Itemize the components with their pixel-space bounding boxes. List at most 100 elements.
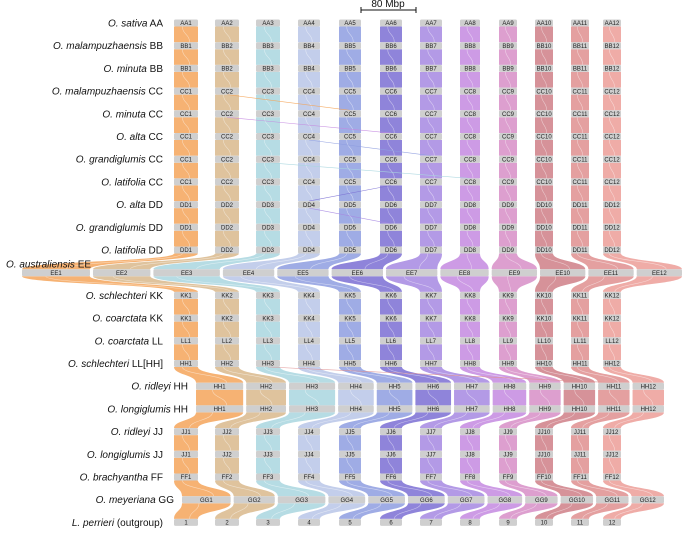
ribbon-texture-line: [577, 185, 583, 202]
chromosome-bar: [215, 155, 239, 163]
chromosome-bar: [535, 246, 553, 254]
chromosome-bar: [535, 518, 553, 526]
ribbon-texture-line: [546, 276, 557, 292]
ribbon-texture-line: [427, 389, 439, 406]
synteny-ribbon: [256, 503, 326, 519]
chromosome-bar: [298, 223, 320, 231]
scale-bar: 80 Mbp: [360, 0, 417, 13]
chromosome-bar: [174, 110, 198, 118]
chromosome-label: LL5: [345, 339, 356, 345]
ribbon-texture-line: [182, 185, 190, 202]
synteny-ribbon: [491, 276, 538, 292]
chromosome-label: HH7: [466, 384, 479, 390]
chromosome-label: FF8: [465, 475, 476, 481]
chromosome-label: CC5: [344, 180, 357, 186]
genome-type: DD: [146, 246, 163, 257]
ribbon-texture-line: [388, 389, 401, 406]
synteny-ribbon: [222, 253, 320, 270]
chromosome-label: 4: [307, 521, 311, 527]
chromosome-label: DD4: [303, 226, 316, 232]
chromosome-bar: [380, 87, 402, 95]
genome-track: O. coarctata LL LL1 LL2 LL3 LL4 LL5 LL6 LL7 LL8 L…: [95, 336, 621, 347]
ribbon-texture-line: [346, 230, 354, 247]
synteny-ribbon: [256, 480, 326, 497]
chromosome-label: 8: [468, 521, 472, 527]
ribbon-texture-line: [577, 298, 583, 315]
genome-type: AA: [147, 19, 163, 30]
species-name: L. perrieri: [72, 518, 115, 529]
chromosome-label: HH3: [306, 407, 319, 413]
chromosome-label: CC1: [180, 180, 193, 186]
genome-type: JJ: [150, 427, 163, 438]
chromosome-label: KK1: [180, 316, 192, 322]
chromosome-label: DD2: [221, 248, 234, 254]
chromosome-label: HH4: [350, 384, 363, 390]
genome-type: KK: [147, 291, 163, 302]
chromosome-bar: [563, 405, 596, 413]
chromosome-label: 9: [506, 521, 510, 527]
ribbon-texture-line: [541, 71, 547, 88]
chromosome-label: DD2: [221, 226, 234, 232]
chromosome-bar: [277, 269, 329, 277]
ribbon-texture-line: [182, 71, 190, 88]
species-name: O. minuta: [104, 64, 148, 75]
ribbon-texture-line: [264, 208, 272, 224]
genome-type: CC: [146, 132, 163, 143]
chromosome-bar: [380, 518, 402, 526]
ribbon-texture-line: [387, 71, 395, 88]
chromosome-label: HH1: [214, 407, 227, 413]
chromosome-label: HH7: [466, 407, 479, 413]
genome-type: HH: [171, 404, 188, 415]
chromosome-label: HH10: [572, 384, 588, 390]
ribbon-texture-line: [504, 389, 515, 406]
synteny-ribbon: [256, 367, 336, 383]
ribbon-texture-line: [305, 208, 313, 224]
chromosome-bar: [598, 405, 630, 413]
chromosome-bar: [182, 496, 231, 504]
chromosome-bar: [215, 428, 239, 436]
ribbon-texture-line: [609, 253, 667, 270]
chromosome-bar: [460, 291, 480, 299]
species-name: O. schlechteri: [68, 359, 130, 370]
ribbon-texture-line: [427, 162, 435, 179]
chromosome-bar: [298, 337, 320, 345]
genome-track: O. alta CC CC1 CC2 CC3 CC4 CC5 CC6 CC7 CC8 CC9 CC1…: [116, 132, 621, 143]
genome-label: O. alta DD: [116, 200, 163, 211]
ribbon-texture-line: [541, 480, 583, 497]
genome-type: BB: [147, 41, 163, 52]
chromosome-label: KK11: [573, 294, 588, 300]
chromosome-label: HH11: [606, 407, 622, 413]
chromosome-label: LL9: [503, 339, 514, 345]
chromosome-label: CC2: [221, 180, 234, 186]
chromosome-label: DD4: [303, 248, 316, 254]
ribbon-texture-line: [305, 321, 313, 338]
chromosome-bar: [603, 450, 621, 458]
chromosome-bar: [499, 64, 517, 72]
ribbon-texture-line: [45, 275, 190, 293]
chromosome-label: CC10: [536, 180, 552, 186]
chromosome-label: JJ7: [426, 453, 436, 459]
ribbon-texture-line: [312, 503, 342, 520]
chromosome-bar: [380, 110, 402, 118]
ribbon-texture-line: [507, 276, 511, 292]
chromosome-label: DD10: [536, 248, 552, 254]
chromosome-label: BB7: [425, 67, 437, 73]
chromosome-label: JJ11: [574, 453, 587, 459]
chromosome-bar: [460, 314, 480, 322]
ribbon-texture-line: [539, 389, 550, 406]
chromosome-label: HH12: [641, 384, 657, 390]
chromosome-label: CC7: [425, 180, 438, 186]
chromosome-label: EE5: [297, 271, 309, 277]
chromosome-bar: [339, 291, 361, 299]
chromosome-bar: [339, 337, 361, 345]
chromosome-bar: [339, 518, 361, 526]
chromosome-bar: [246, 382, 286, 390]
chromosome-bar: [571, 64, 589, 72]
genome-type: EE: [75, 260, 91, 271]
ribbon-texture-line: [264, 230, 272, 247]
genome-label: O. longiglumis HH: [107, 404, 188, 415]
chromosome-label: CC11: [573, 180, 589, 186]
chromosome-label: GG6: [420, 498, 433, 504]
ribbon-texture-line: [419, 253, 428, 270]
ribbon-texture-line: [609, 457, 615, 474]
